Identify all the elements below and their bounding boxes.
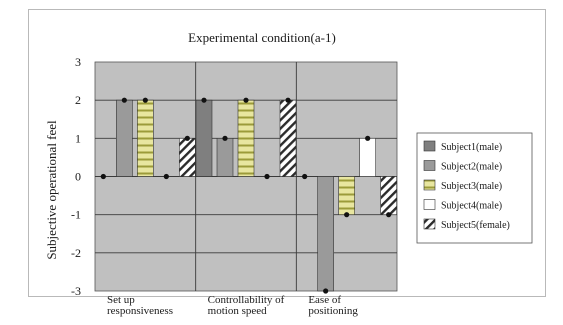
category-label: Set up xyxy=(107,294,135,306)
category-label: Ease of xyxy=(308,294,341,306)
bar-end-marker xyxy=(222,135,228,141)
legend-swatch xyxy=(423,218,436,230)
y-tick-label: 3 xyxy=(75,55,81,69)
y-tick-label: -3 xyxy=(71,284,81,298)
category-label: positioning xyxy=(308,305,358,317)
legend-box xyxy=(416,132,533,244)
y-axis-label: Subjective operational feel xyxy=(44,120,59,260)
legend-swatch xyxy=(423,160,436,171)
legend: Subject1(male) Subject2(male) Subject3(mal… xyxy=(416,132,533,244)
bar-end-marker xyxy=(243,97,249,103)
bar-end-marker xyxy=(184,135,190,141)
legend-entry: Subject3(male) xyxy=(441,181,502,192)
bar-end-marker xyxy=(100,173,106,180)
bar xyxy=(116,99,133,177)
legend-entry: Subject5(female) xyxy=(441,220,510,231)
bar xyxy=(216,138,234,177)
bar-end-marker xyxy=(323,288,329,294)
category-label: Controllability of xyxy=(208,294,285,306)
y-tick-label: 0 xyxy=(75,170,81,184)
legend-entry: Subject1(male) xyxy=(441,142,502,153)
y-tick-label: 2 xyxy=(75,93,81,107)
bar-end-marker xyxy=(386,212,392,218)
bar-end-marker xyxy=(264,173,270,180)
bar xyxy=(137,99,154,177)
y-tick-label: 1 xyxy=(75,131,81,145)
bar xyxy=(279,99,297,177)
bar-end-marker xyxy=(142,97,148,103)
bar-end-marker xyxy=(302,173,308,180)
category-label: responsiveness xyxy=(107,305,173,317)
y-tick-label: -2 xyxy=(71,246,81,260)
legend-entry: Subject2(male) xyxy=(441,162,502,173)
bar-end-marker xyxy=(201,97,207,103)
legend-swatch xyxy=(423,179,436,191)
legend-swatch xyxy=(423,140,436,152)
category-label: motion speed xyxy=(208,305,267,317)
bar-end-marker xyxy=(365,135,371,141)
legend-entry: Subject4(male) xyxy=(441,201,502,212)
bar xyxy=(317,176,334,292)
chart-title: Experimental condition(a-1) xyxy=(188,30,336,45)
y-tick-label: -1 xyxy=(71,208,81,222)
bar xyxy=(338,176,355,215)
legend-swatch xyxy=(423,199,436,210)
bar xyxy=(380,176,397,215)
bar-end-marker xyxy=(163,173,169,180)
bar xyxy=(237,99,255,177)
bar-end-marker xyxy=(285,97,291,103)
bar-end-marker xyxy=(121,97,127,103)
bar xyxy=(179,138,196,177)
bar xyxy=(359,138,376,177)
bar xyxy=(195,99,213,177)
bar-end-marker xyxy=(344,212,350,218)
